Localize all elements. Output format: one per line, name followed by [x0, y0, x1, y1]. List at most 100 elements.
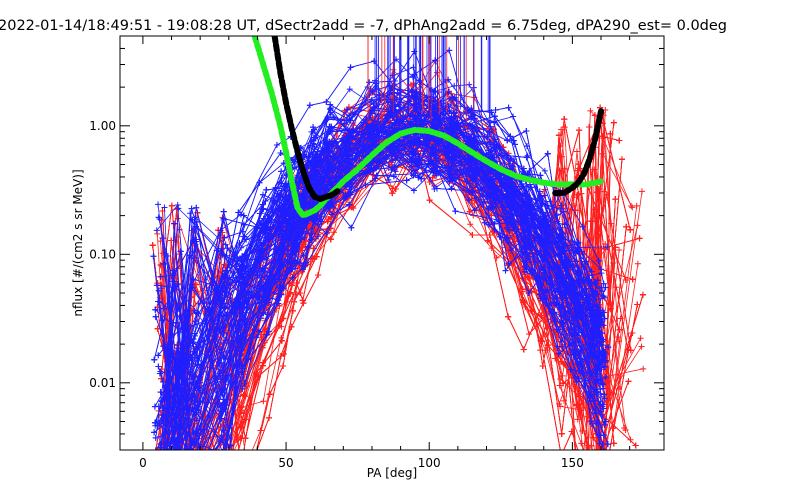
red-marker: [172, 486, 178, 492]
red-marker: [195, 486, 201, 492]
red-marker: [172, 486, 178, 492]
red-marker: [598, 458, 604, 464]
red-marker: [196, 486, 202, 492]
red-marker: [156, 486, 162, 492]
red-marker: [172, 486, 178, 492]
red-marker: [156, 486, 162, 492]
blue-marker: [190, 486, 196, 492]
red-marker: [173, 486, 179, 492]
blue-marker: [155, 484, 161, 490]
red-marker: [173, 486, 179, 492]
red-marker: [594, 486, 600, 492]
red-marker: [544, 342, 551, 349]
red-marker: [193, 486, 199, 492]
chart-title: 2022-01-14/18:49:51 - 19:08:28 UT, dSect…: [0, 18, 727, 34]
red-marker: [192, 486, 198, 492]
red-marker: [246, 482, 252, 488]
red-marker: [159, 486, 165, 492]
red-marker: [622, 427, 629, 434]
red-marker: [193, 452, 199, 458]
red-marker: [149, 242, 156, 249]
red-marker: [189, 461, 195, 467]
red-marker: [175, 471, 181, 477]
red-marker: [193, 486, 199, 492]
red-marker: [192, 486, 198, 492]
red-marker: [592, 463, 598, 469]
red-marker: [157, 486, 163, 492]
red-marker: [174, 486, 180, 492]
red-marker: [174, 450, 180, 456]
red-marker: [170, 463, 176, 469]
red-marker: [151, 486, 157, 492]
red-marker: [637, 335, 644, 342]
red-marker: [174, 486, 180, 492]
red-marker: [193, 461, 199, 467]
red-marker: [191, 486, 197, 492]
red-marker: [588, 218, 595, 225]
red-marker: [588, 486, 594, 492]
red-marker: [599, 486, 605, 492]
red-marker: [173, 486, 179, 492]
red-marker: [174, 474, 180, 480]
red-marker: [168, 202, 175, 209]
red-marker: [556, 382, 563, 389]
red-marker: [153, 486, 159, 492]
red-marker: [193, 486, 199, 492]
red-marker: [172, 486, 178, 492]
red-marker: [575, 191, 582, 198]
red-marker: [173, 486, 179, 492]
red-marker: [561, 165, 568, 172]
red-marker: [220, 468, 226, 474]
red-marker: [188, 486, 194, 492]
blue-marker: [164, 486, 170, 492]
red-marker: [157, 486, 163, 492]
red-marker: [153, 486, 159, 492]
red-marker: [266, 414, 273, 421]
red-marker: [176, 482, 182, 488]
red-marker: [220, 468, 226, 474]
red-marker: [195, 486, 201, 492]
red-marker: [226, 486, 232, 492]
red-marker: [592, 463, 598, 469]
red-marker: [300, 300, 307, 307]
red-marker: [559, 372, 566, 379]
red-marker: [221, 472, 227, 478]
red-marker: [220, 486, 226, 492]
red-marker: [154, 486, 160, 492]
red-marker: [155, 486, 161, 492]
red-marker: [623, 223, 630, 230]
red-marker: [170, 463, 176, 469]
red-marker: [198, 486, 204, 492]
red-marker: [196, 486, 202, 492]
red-marker: [152, 486, 158, 492]
red-marker: [573, 148, 580, 155]
red-marker: [189, 461, 195, 467]
blue-marker: [196, 486, 202, 492]
red-marker: [426, 197, 433, 204]
red-marker: [599, 486, 605, 492]
red-marker: [349, 203, 356, 210]
red-marker: [221, 472, 227, 478]
red-marker: [174, 486, 180, 492]
red-marker: [159, 486, 165, 492]
red-marker: [172, 486, 178, 492]
blue-marker: [158, 486, 164, 492]
red-marker: [186, 486, 192, 492]
blue-marker: [158, 486, 164, 492]
red-marker: [174, 474, 180, 480]
red-marker: [179, 486, 185, 492]
red-marker: [173, 486, 179, 492]
red-marker: [157, 486, 163, 492]
red-marker: [585, 472, 591, 478]
red-marker: [576, 127, 583, 134]
red-marker: [195, 486, 201, 492]
red-marker: [603, 457, 609, 463]
red-marker: [187, 486, 193, 492]
red-marker: [158, 486, 164, 492]
red-marker: [192, 486, 198, 492]
red-marker: [599, 486, 605, 492]
red-marker: [193, 461, 199, 467]
red-marker: [174, 486, 180, 492]
red-marker: [188, 486, 194, 492]
